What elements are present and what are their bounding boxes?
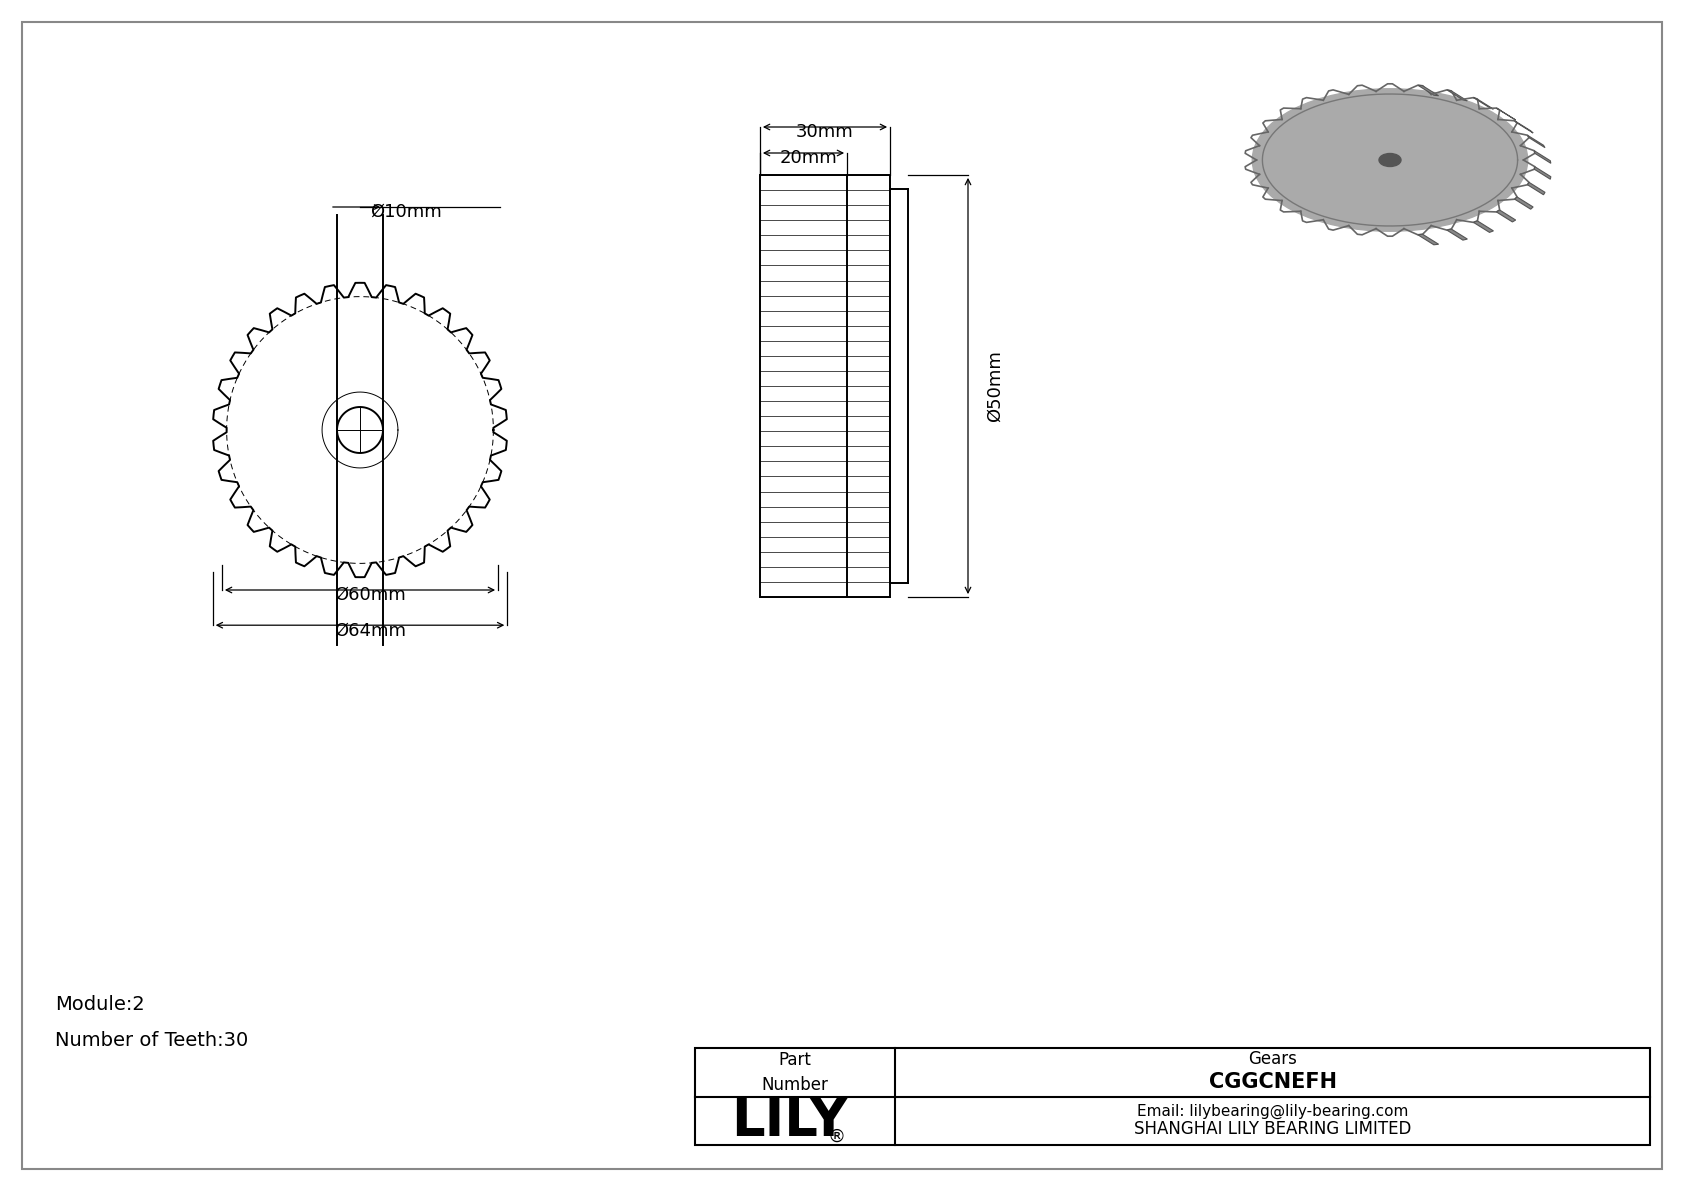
Ellipse shape [1263,94,1517,225]
Text: LILY: LILY [731,1095,849,1147]
Polygon shape [1447,89,1467,101]
Text: Email: lilybearing@lily-bearing.com: Email: lilybearing@lily-bearing.com [1137,1103,1408,1118]
Polygon shape [1474,220,1494,232]
Text: CGGCNEFH: CGGCNEFH [1209,1073,1337,1092]
Bar [695,1048,1650,1145]
Polygon shape [1447,229,1467,241]
Polygon shape [1418,235,1438,245]
Polygon shape [1534,151,1551,163]
Polygon shape [1514,197,1532,210]
Polygon shape [1418,86,1438,95]
Text: Ø10mm: Ø10mm [370,202,441,222]
Text: 20mm: 20mm [780,149,837,167]
Text: Ø64mm: Ø64mm [333,622,406,640]
Polygon shape [1514,120,1532,133]
Polygon shape [1474,98,1494,110]
Text: Module:2: Module:2 [56,996,145,1015]
Text: ®: ® [829,1128,845,1146]
Text: 30mm: 30mm [797,123,854,141]
Text: Ø60mm: Ø60mm [333,586,406,604]
Polygon shape [1497,210,1516,222]
Text: Part
Number: Part Number [761,1050,829,1095]
Polygon shape [1534,167,1551,179]
Ellipse shape [1379,154,1401,167]
Ellipse shape [1253,89,1527,231]
Polygon shape [1497,108,1516,120]
Text: SHANGHAI LILY BEARING LIMITED: SHANGHAI LILY BEARING LIMITED [1133,1120,1411,1137]
Text: Gears: Gears [1248,1050,1297,1068]
Polygon shape [1527,136,1544,148]
Text: Ø50mm: Ø50mm [987,350,1004,422]
Bar [759,175,891,597]
Text: Number of Teeth:30: Number of Teeth:30 [56,1030,248,1049]
Polygon shape [1527,182,1544,195]
